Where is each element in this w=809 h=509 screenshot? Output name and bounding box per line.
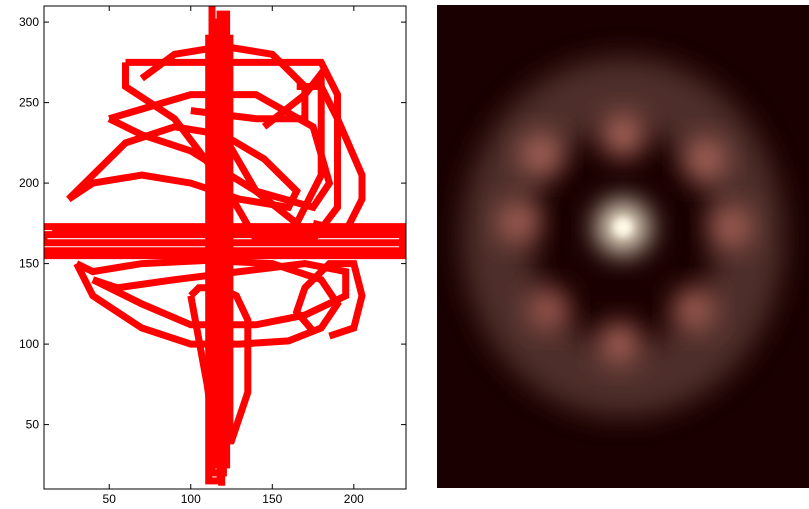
- x-tick-label: 100: [181, 492, 201, 506]
- series-line-6: [73, 256, 342, 348]
- axis-ticks: 50 100 150 200 50 100 150 200 250 300: [19, 6, 406, 506]
- y-tick-label: 100: [19, 337, 39, 351]
- heatmap-peak-2: [601, 113, 645, 157]
- x-tick-label: 150: [262, 492, 282, 506]
- series-line-7: [91, 260, 350, 329]
- series-line-2: [44, 223, 406, 260]
- heatmap-peak-8: [672, 288, 715, 331]
- heatmap-peak-5: [498, 201, 540, 244]
- heatmap-peak-6: [710, 206, 752, 248]
- series-line-5: [66, 123, 301, 212]
- x-tick-label: 50: [103, 492, 117, 506]
- heatmap-peak-9: [598, 322, 641, 365]
- series-line-3: [122, 58, 341, 243]
- series-line-12: [292, 260, 366, 340]
- series-line-4: [107, 91, 334, 212]
- heatmap-peak-4: [683, 138, 726, 181]
- series-line-8: [187, 284, 252, 445]
- y-tick-label: 50: [26, 418, 40, 432]
- line-plot: 50 100 150 200 50 100 150 200 250 300: [19, 5, 407, 506]
- x-tick-label: 200: [344, 492, 364, 506]
- heatmap-peak-core: [614, 218, 632, 237]
- heatmap-ring: [461, 56, 785, 417]
- plot-frame: [43, 5, 407, 490]
- series-line-11: [139, 42, 309, 123]
- heatmap-peaks: [461, 56, 785, 417]
- series-line-10: [296, 83, 366, 236]
- y-tick-label: 250: [19, 96, 39, 110]
- y-tick-label: 300: [19, 15, 39, 29]
- heatmap-peak-3: [520, 133, 563, 176]
- y-tick-label: 200: [19, 176, 39, 190]
- heatmap-plot: [437, 5, 809, 488]
- y-tick-label: 150: [19, 257, 39, 271]
- heatmap-peak-7: [528, 288, 570, 330]
- plot-series-group: [44, 6, 406, 486]
